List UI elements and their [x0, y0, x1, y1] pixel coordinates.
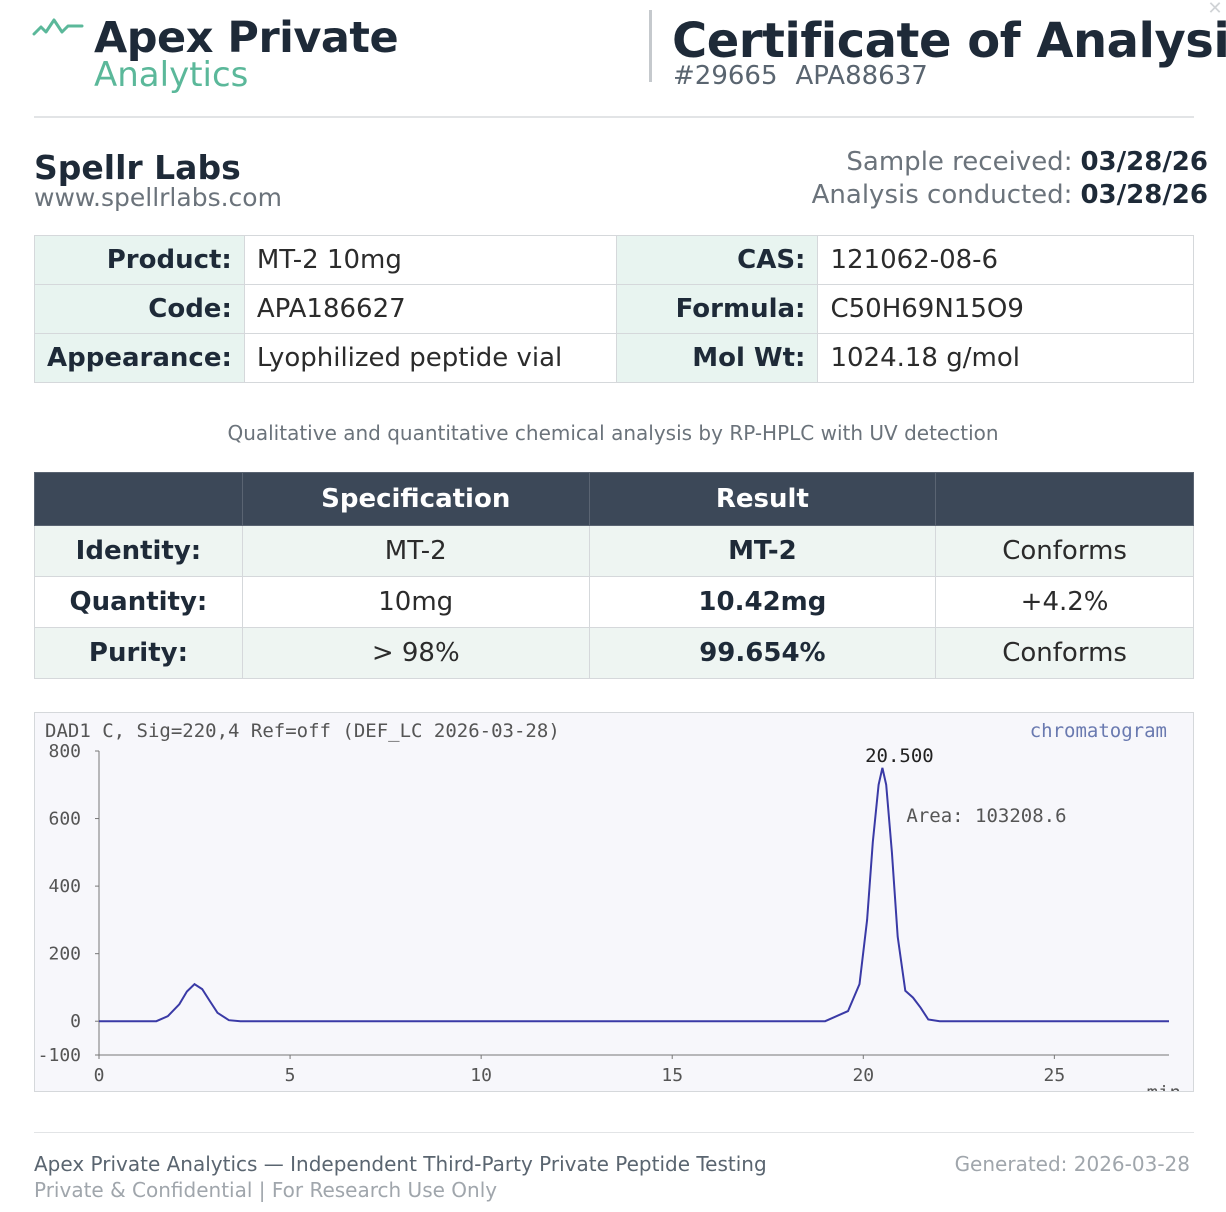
- y-tick-label: -100: [38, 1045, 81, 1066]
- row-label: Quantity:: [34, 576, 243, 628]
- sample-dates: Sample received: 03/28/26 Analysis conduc…: [812, 146, 1208, 212]
- table-row: Purity: > 98% 99.654% Conforms: [34, 627, 1194, 679]
- header-result: Result: [588, 472, 937, 526]
- certificate-code: APA88637: [795, 61, 928, 91]
- molwt-label: Mol Wt:: [616, 333, 819, 383]
- client-name: Spellr Labs: [34, 148, 241, 187]
- product-label: Product:: [34, 235, 245, 285]
- generated-date: Generated: 2026-03-28: [954, 1152, 1190, 1176]
- chart-tag: chromatogram: [1030, 720, 1167, 742]
- x-tick-label: 15: [661, 1065, 683, 1086]
- row-label: Identity:: [34, 525, 243, 577]
- row-status: +4.2%: [935, 576, 1194, 628]
- page-title: Certificate of Analysis: [672, 13, 1226, 69]
- header-specification: Specification: [241, 472, 590, 526]
- chromatogram-panel: DAD1 C, Sig=220,4 Ref=off (DEF_LC 2026-0…: [34, 712, 1194, 1104]
- table-row: Identity: MT-2 MT-2 Conforms: [34, 525, 1194, 577]
- chromatogram-chart: DAD1 C, Sig=220,4 Ref=off (DEF_LC 2026-0…: [38, 720, 1181, 1104]
- certificate-number: #29665: [673, 61, 778, 91]
- row-status: Conforms: [935, 525, 1194, 577]
- row-result: 99.654%: [588, 627, 937, 679]
- received-date: 03/28/26: [1080, 147, 1208, 177]
- conducted-label: Analysis conducted:: [811, 180, 1073, 210]
- certificate-ids: #29665 APA88637: [673, 60, 946, 92]
- client-url: www.spellrlabs.com: [34, 183, 282, 212]
- brand-subname: Analytics: [94, 55, 249, 95]
- footer-tagline: Apex Private Analytics — Independent Thi…: [34, 1152, 767, 1176]
- table-row: Code: APA186627 Formula: C50H69N15O9: [34, 284, 1194, 334]
- close-icon[interactable]: ✕: [1207, 0, 1223, 19]
- brand-name: Apex Private: [94, 13, 399, 63]
- product-info-table: Product: MT-2 10mg CAS: 121062-08-6 Code…: [34, 235, 1194, 383]
- molwt-value: 1024.18 g/mol: [817, 333, 1194, 383]
- chromatogram-trace: [99, 767, 1169, 1023]
- chart-axes: [98, 751, 1169, 1056]
- formula-value: C50H69N15O9: [817, 284, 1194, 334]
- header-cell: [935, 472, 1194, 526]
- peak-label: 20.500: [865, 745, 934, 767]
- divider: [34, 1132, 1194, 1133]
- method-description: Qualitative and quantitative chemical an…: [227, 421, 999, 445]
- appearance-label: Appearance:: [34, 333, 245, 383]
- received-label: Sample received:: [846, 147, 1073, 177]
- chart-ticks: 800 600 400 200 0 -100 0 5 10 15 20 25: [38, 741, 1066, 1086]
- row-spec: 10mg: [241, 576, 590, 628]
- table-row: Product: MT-2 10mg CAS: 121062-08-6: [34, 235, 1194, 285]
- row-spec: MT-2: [241, 525, 590, 577]
- y-tick-label: 600: [48, 809, 81, 830]
- header-cell: [34, 472, 243, 526]
- code-value: APA186627: [243, 284, 618, 334]
- y-tick-label: 400: [48, 876, 81, 897]
- table-row: Appearance: Lyophilized peptide vial Mol…: [34, 333, 1194, 383]
- x-tick-label: 25: [1044, 1065, 1066, 1086]
- footer-disclaimer: Private & Confidential | For Research Us…: [34, 1178, 498, 1202]
- row-label: Purity:: [34, 627, 243, 679]
- product-value: MT-2 10mg: [243, 235, 618, 285]
- logo-wave-icon: [32, 18, 84, 36]
- row-spec: > 98%: [241, 627, 590, 679]
- x-tick-label: 20: [852, 1065, 874, 1086]
- row-result: MT-2: [588, 525, 937, 577]
- x-tick-label: 0: [94, 1065, 105, 1086]
- chart-title: DAD1 C, Sig=220,4 Ref=off (DEF_LC 2026-0…: [45, 720, 560, 742]
- y-tick-label: 200: [48, 944, 81, 965]
- row-status: Conforms: [935, 627, 1194, 679]
- results-header-row: Specification Result: [34, 472, 1194, 526]
- cas-value: 121062-08-6: [817, 235, 1194, 285]
- x-axis-label: min: [1147, 1082, 1181, 1091]
- x-tick-label: 5: [285, 1065, 296, 1086]
- cas-label: CAS:: [616, 235, 819, 285]
- table-row: Quantity: 10mg 10.42mg +4.2%: [34, 576, 1194, 628]
- code-label: Code:: [34, 284, 245, 334]
- formula-label: Formula:: [616, 284, 819, 334]
- results-table: Specification Result Identity: MT-2 MT-2…: [34, 472, 1194, 679]
- divider: [34, 116, 1194, 118]
- appearance-value: Lyophilized peptide vial: [243, 333, 618, 383]
- y-tick-label: 0: [70, 1011, 81, 1032]
- row-result: 10.42mg: [588, 576, 937, 628]
- y-tick-label: 800: [48, 741, 81, 762]
- x-tick-label: 10: [470, 1065, 492, 1086]
- conducted-date: 03/28/26: [1080, 180, 1208, 210]
- header-divider: [649, 10, 652, 82]
- peak-area-label: Area: 103208.6: [906, 805, 1066, 827]
